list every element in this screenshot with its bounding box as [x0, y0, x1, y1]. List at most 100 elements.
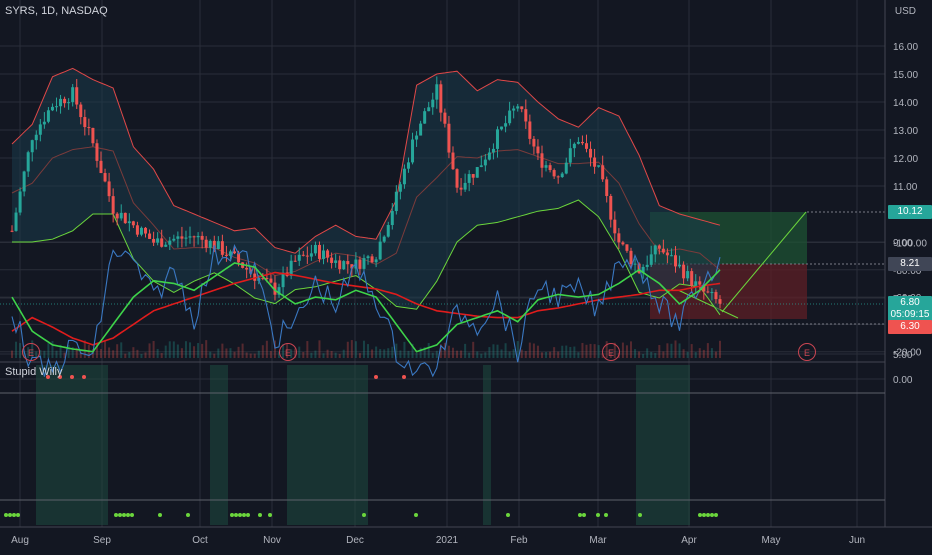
volume-bar	[95, 343, 98, 358]
candle-body	[653, 245, 657, 255]
candle-body	[572, 143, 576, 149]
candle-body	[184, 237, 188, 239]
overbought-dot	[58, 375, 62, 379]
candle-body	[374, 259, 378, 263]
candle-body	[237, 253, 241, 263]
projection-up-arrow	[721, 211, 807, 313]
price-tick: 13.00	[893, 126, 918, 137]
symbol-title[interactable]: SYRS, 1D, NASDAQ	[5, 5, 108, 17]
volume-bar	[395, 343, 398, 358]
volume-bar	[545, 351, 548, 358]
volume-bar	[642, 353, 645, 358]
candle-body	[131, 221, 135, 226]
candle-body	[540, 153, 544, 168]
candle-body	[313, 244, 317, 254]
candle-body	[584, 143, 588, 149]
time-tick: 2021	[436, 535, 459, 546]
volume-bar	[140, 353, 143, 358]
volume-bar	[168, 341, 171, 358]
price-tick: 11.00	[893, 182, 918, 193]
candle-body	[443, 112, 447, 124]
volume-bar	[201, 343, 204, 358]
indicator-title[interactable]: Stupid Willy	[5, 366, 63, 378]
candle-body	[686, 271, 690, 279]
volume-bar	[419, 347, 422, 358]
earnings-marker[interactable]: E	[798, 343, 816, 361]
candle-body	[119, 212, 123, 219]
indicator-zones	[36, 365, 690, 525]
candle-body	[439, 84, 443, 113]
candle-body	[475, 167, 479, 178]
candle-body	[10, 230, 14, 232]
indicator-tick: -20.00	[893, 348, 922, 359]
volume-bar	[19, 343, 22, 358]
volume-bar	[128, 351, 131, 358]
candles	[10, 76, 722, 309]
volume-bar	[261, 345, 264, 358]
volume-bar	[100, 348, 103, 358]
volume-bar	[719, 340, 721, 358]
volume-bar	[383, 349, 386, 358]
oversold-dot	[238, 513, 242, 517]
earnings-marker[interactable]: E	[279, 343, 297, 361]
candle-body	[415, 135, 419, 140]
volume-bar	[362, 340, 365, 358]
candle-body	[216, 241, 220, 249]
candle-body	[516, 106, 520, 109]
time-tick: Jun	[849, 535, 865, 546]
volume-bar	[714, 351, 717, 358]
candle-body	[358, 259, 362, 269]
volume-bar	[59, 344, 62, 358]
candle-body	[26, 152, 30, 172]
candle-body	[144, 227, 148, 234]
candle-body	[580, 141, 584, 144]
candle-body	[63, 98, 67, 104]
volume-bar	[358, 353, 361, 358]
volume-bar	[468, 352, 471, 358]
candle-body	[200, 235, 204, 240]
candle-body	[690, 271, 694, 286]
oversold-dot	[258, 513, 262, 517]
volume-bar	[524, 351, 527, 358]
volume-bar	[621, 342, 624, 358]
volume-bar	[43, 350, 46, 358]
candle-body	[204, 239, 208, 248]
volume-bar	[379, 349, 382, 358]
volume-bar	[350, 340, 353, 358]
volume-bar	[553, 347, 556, 358]
price-tick: 5.00	[893, 350, 913, 361]
candle-body	[249, 269, 253, 274]
time-axis: Aug Sep Oct Nov Dec 2021 Feb Mar Apr May Jun	[11, 535, 865, 546]
volume-bar	[460, 350, 463, 358]
volume-bar	[585, 344, 588, 358]
candle-body	[71, 87, 75, 103]
candle-body	[479, 165, 483, 168]
volume-bar	[330, 350, 333, 358]
candle-body	[536, 146, 540, 154]
oversold-dot	[8, 513, 12, 517]
earnings-marker[interactable]: E	[602, 343, 620, 361]
volume-bar	[375, 346, 378, 358]
oversold-dot	[714, 513, 718, 517]
oversold-dot	[710, 513, 714, 517]
candle-body	[682, 264, 686, 279]
volume-bar	[593, 344, 596, 358]
earnings-marker[interactable]: E	[22, 343, 40, 361]
candle-body	[694, 281, 698, 286]
candle-body	[613, 219, 617, 234]
candle-body	[366, 256, 370, 259]
indicator-tick: -80.00	[893, 266, 922, 277]
candle-body	[305, 255, 309, 257]
volume-bar	[112, 350, 115, 358]
candle-body	[322, 250, 326, 259]
candle-body	[107, 181, 111, 197]
time-tick: May	[762, 535, 781, 546]
volume-bar	[136, 349, 139, 358]
candle-body	[224, 254, 228, 256]
volume-bar	[569, 346, 572, 358]
candle-body	[459, 187, 463, 190]
candle-body	[14, 212, 18, 231]
candle-body	[123, 212, 127, 224]
